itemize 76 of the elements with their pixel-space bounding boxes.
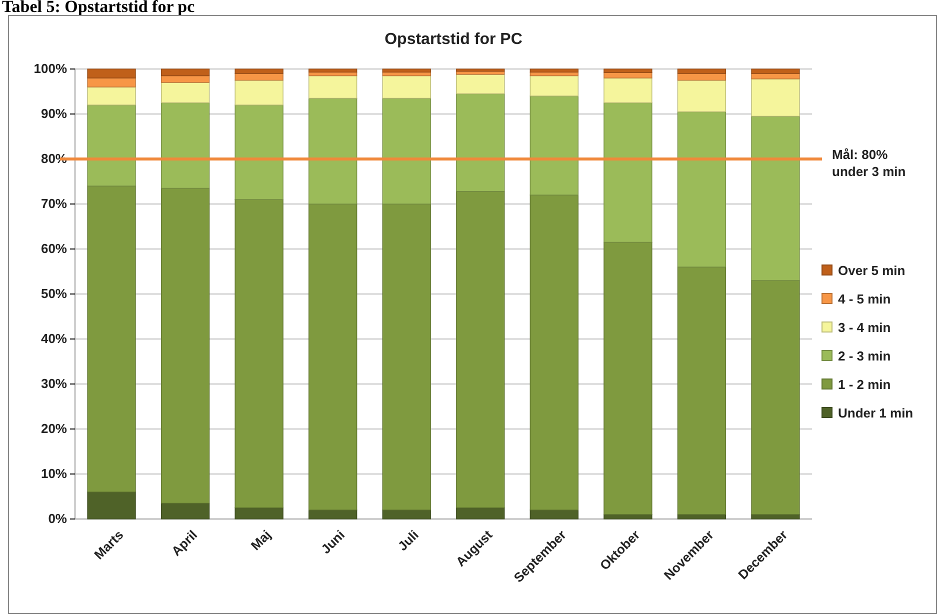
bar — [677, 80, 726, 112]
bar — [456, 68, 505, 72]
bar — [308, 75, 358, 99]
bar — [234, 104, 284, 200]
bar — [604, 68, 652, 73]
bar — [382, 98, 431, 204]
x-tick-label: Maj — [248, 527, 274, 554]
text: Tabel 5: Opstartstid for pc — [2, 0, 196, 16]
legend-label: 4 - 5 min — [838, 292, 891, 306]
chart-title: Opstartstid for PC — [384, 31, 523, 48]
bar — [160, 68, 210, 76]
legend-label: 3 - 4 min — [838, 320, 891, 335]
bar — [87, 186, 136, 492]
bar — [604, 102, 652, 243]
bar — [751, 78, 800, 117]
bar — [308, 68, 358, 72]
bar — [604, 72, 652, 78]
bar — [234, 199, 284, 508]
bar — [382, 75, 431, 99]
y-tick-label: 50% — [40, 286, 68, 302]
bar — [160, 82, 210, 104]
bar — [308, 510, 358, 520]
bar — [530, 510, 578, 520]
legend-label: 1 - 2 min — [838, 377, 891, 392]
bar — [751, 73, 800, 80]
bar — [530, 75, 578, 96]
bar — [382, 204, 431, 510]
bar — [530, 96, 578, 196]
y-tick-label: 10% — [40, 466, 68, 482]
y-tick-label: 70% — [40, 196, 68, 212]
bar — [87, 68, 136, 78]
bar — [456, 507, 505, 520]
bar — [604, 78, 652, 104]
bar — [234, 80, 284, 106]
bar — [677, 266, 726, 515]
legend-label: Over 5 min — [838, 263, 906, 278]
bar — [530, 194, 578, 510]
bar — [751, 514, 800, 520]
y-tick-label: 20% — [40, 421, 68, 436]
y-tick-label: 40% — [40, 331, 68, 346]
bar — [456, 191, 505, 508]
legend-label: Under 1 min — [838, 406, 914, 420]
legend-label: 2 - 3 min — [838, 348, 891, 364]
bar — [530, 68, 578, 72]
bar — [751, 68, 800, 74]
bar — [87, 86, 136, 106]
y-tick-label: 0% — [48, 511, 68, 526]
bar — [604, 242, 652, 515]
y-tick-label: 30% — [40, 376, 68, 392]
x-tick-label: Juli — [394, 527, 422, 554]
bar — [456, 74, 505, 94]
bar — [87, 492, 136, 520]
bar — [677, 514, 726, 520]
bar — [308, 98, 358, 204]
ref-line-label: Mål: 80% under 3 min — [832, 147, 906, 179]
bar — [382, 68, 431, 72]
bar — [87, 104, 136, 186]
bar — [234, 507, 284, 520]
bar — [87, 78, 136, 88]
bar — [308, 204, 358, 510]
bar — [234, 68, 284, 74]
bar — [456, 70, 505, 75]
y-tick-label: 90% — [40, 106, 68, 122]
bar — [160, 102, 210, 189]
bar — [677, 68, 726, 74]
bar — [751, 280, 800, 515]
bar — [604, 514, 652, 520]
bar — [382, 510, 431, 520]
bar — [677, 111, 726, 268]
bar — [160, 188, 210, 504]
bar — [160, 502, 210, 520]
bar — [456, 93, 505, 192]
y-tick-label: 60% — [40, 241, 68, 256]
y-tick-label: 100% — [34, 61, 68, 76]
bar — [160, 75, 210, 83]
bar — [751, 116, 800, 281]
